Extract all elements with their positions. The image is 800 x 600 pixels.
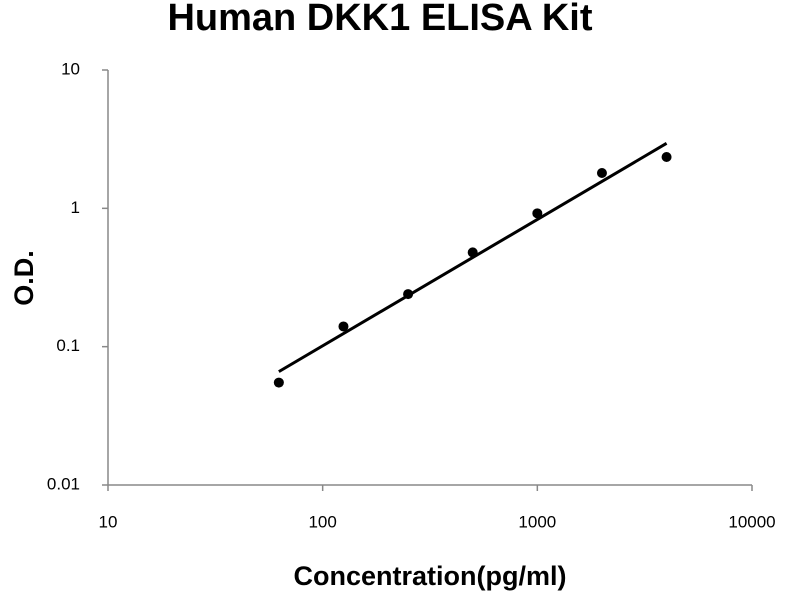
x-tick-label: 1000	[518, 512, 556, 531]
y-axis-label: O.D.	[9, 250, 39, 306]
data-point	[661, 152, 672, 163]
data-point	[338, 321, 349, 332]
trend-line	[278, 142, 668, 373]
x-tick-label: 10	[99, 512, 118, 531]
x-tick-label: 100	[308, 512, 336, 531]
x-axis-label: Concentration(pg/ml)	[294, 561, 567, 591]
data-point	[273, 377, 284, 388]
data-point	[532, 208, 543, 219]
y-tick-label: 0.1	[56, 336, 80, 355]
chart-title: Human DKK1 ELISA Kit	[167, 0, 592, 39]
data-point	[596, 168, 607, 179]
x-tick-label: 10000	[728, 512, 775, 531]
y-tick-label: 1	[71, 198, 80, 217]
y-tick-label: 0.01	[47, 474, 80, 493]
y-tick-label: 10	[61, 59, 80, 78]
data-point	[403, 289, 414, 300]
data-point	[467, 247, 478, 258]
